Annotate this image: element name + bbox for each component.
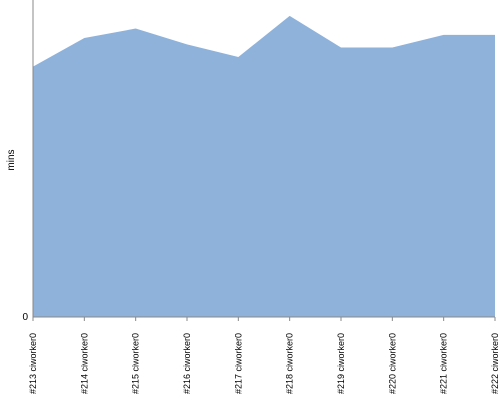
x-tick-label: #220 ciworker0	[387, 333, 397, 394]
y-tick-label: 0	[22, 312, 28, 323]
y-axis-label: mins	[6, 149, 17, 170]
x-tick-label: #216 ciworker0	[182, 333, 192, 394]
x-tick-label: #217 ciworker0	[233, 333, 243, 394]
x-tick-label: #214 ciworker0	[79, 333, 89, 394]
x-tick-label: #215 ciworker0	[131, 333, 141, 394]
x-tick-label: #218 ciworker0	[285, 333, 295, 394]
x-tick-label: #221 ciworker0	[439, 333, 449, 394]
x-tick-label: #222 ciworker0	[490, 333, 500, 394]
x-tick-label: #219 ciworker0	[336, 333, 346, 394]
area	[33, 15, 495, 317]
x-tick-label: #213 ciworker0	[28, 333, 38, 394]
